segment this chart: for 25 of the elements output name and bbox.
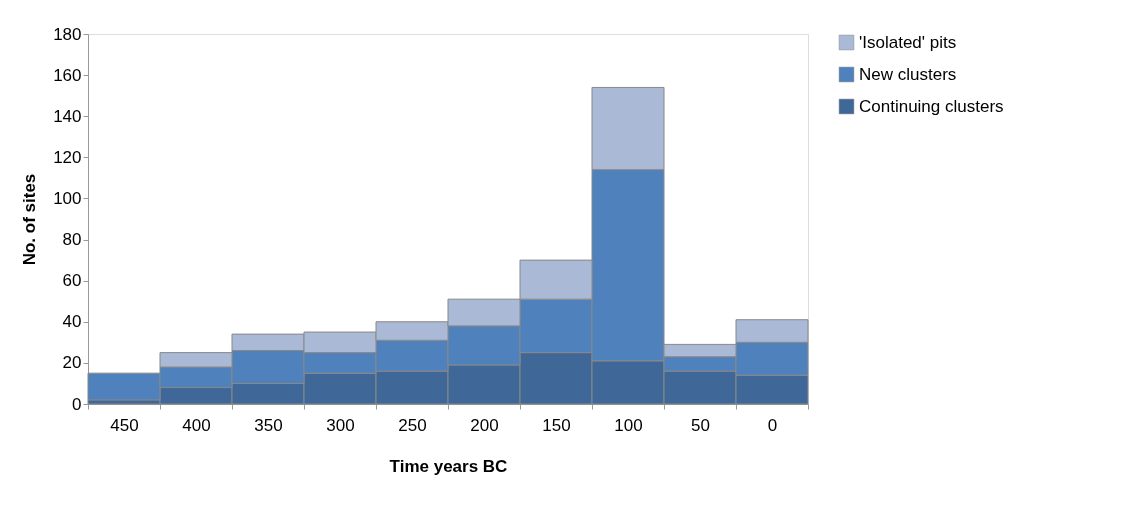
x-tick-label: 0 [767,415,778,435]
x-tick-label: 300 [326,415,355,435]
x-axis-title: Time years BC [389,456,508,476]
y-tick-label: 0 [72,394,82,414]
y-tick-label: 40 [62,312,82,332]
x-tick-label: 200 [470,415,499,435]
y-tick-label: 60 [62,271,82,291]
x-tick-label: 450 [110,415,139,435]
y-tick-label: 120 [53,147,82,167]
y-tick-label: 20 [62,353,82,373]
y-tick-label: 140 [53,106,82,126]
y-axis-title: No. of sites [20,173,40,266]
legend-label: New clusters [859,64,957,84]
x-tick-label: 50 [691,415,710,435]
y-tick-label: 100 [53,188,82,208]
x-tick-label: 350 [254,415,283,435]
y-tick-label: 180 [53,24,82,44]
y-tick-label: 80 [62,230,82,250]
x-tick-label: 400 [182,415,211,435]
x-tick-label: 150 [542,415,571,435]
x-tick-label: 100 [614,415,643,435]
x-tick-label: 250 [398,415,427,435]
legend-label: 'Isolated' pits [859,32,957,52]
y-tick-label: 160 [53,65,82,85]
legend-label: Continuing clusters [859,96,1004,116]
